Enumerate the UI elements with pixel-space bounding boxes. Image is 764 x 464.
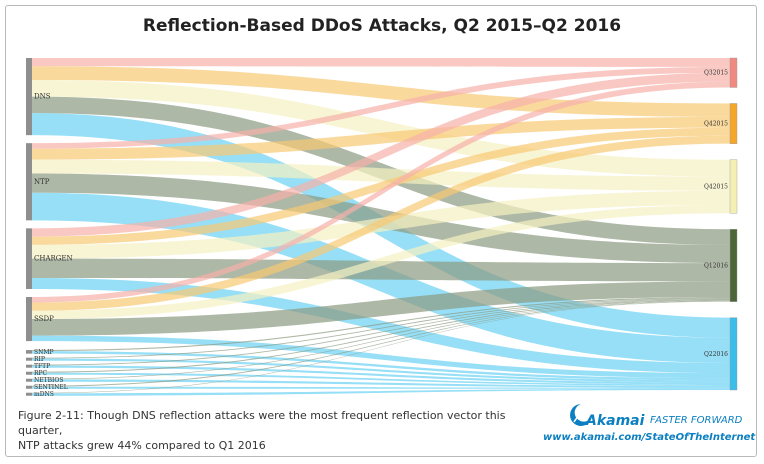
target-node-q2015_4[interactable] — [729, 159, 738, 214]
target-node-q4[interactable] — [729, 103, 738, 144]
flow-snmp-q1[interactable] — [32, 296, 730, 352]
flow-chargen-q3[interactable] — [32, 72, 730, 237]
source-label-rip: RIP — [34, 356, 45, 363]
source-label-snmp: SNMP — [34, 349, 54, 356]
figure-frame — [5, 5, 757, 457]
source-node-ntp[interactable] — [26, 143, 32, 221]
source-node-rip[interactable] — [26, 357, 32, 361]
flow-ssdp-q2015_4[interactable] — [32, 204, 730, 320]
target-node-q3[interactable] — [729, 57, 738, 88]
source-node-chargen[interactable] — [26, 228, 32, 289]
flow-mdns-q2[interactable] — [32, 388, 730, 396]
target-label-q2015_4: Q42015 — [704, 183, 728, 190]
source-label-ntp: NTP — [34, 178, 50, 186]
flow-tftp-q2[interactable] — [32, 365, 730, 385]
source-label-rpc: RPC — [34, 370, 48, 377]
caption-line-1: Figure 2-11: Though DNS reflection attac… — [18, 409, 506, 437]
target-label-q4: Q42015 — [704, 121, 728, 128]
flow-netbios-q2[interactable] — [32, 379, 730, 388]
target-node-q1[interactable] — [729, 229, 738, 302]
source-nodes: DNS NTP CHARGEN SSDP SNMPRIPTFTPRPCNETBIOSSE… — [26, 58, 73, 398]
flow-rpc-q1[interactable] — [32, 299, 730, 373]
caption-line-2: NTP attacks grew 44% compared to Q1 2016 — [18, 439, 266, 452]
source-node-dns[interactable] — [26, 58, 32, 136]
flow-chargen-q4[interactable] — [32, 127, 730, 245]
flow-rip-q2[interactable] — [32, 358, 730, 383]
flow-ntp-q2015_4[interactable] — [32, 159, 730, 191]
flow-mdns-q1[interactable] — [32, 301, 730, 394]
flow-ssdp-q4[interactable] — [32, 135, 730, 311]
flow-tftp-q1[interactable] — [32, 298, 730, 366]
flow-ntp-q4[interactable] — [32, 116, 730, 160]
source-label-chargen: CHARGEN — [34, 255, 73, 263]
source-label-netbios: NETBIOS — [34, 377, 63, 384]
flow-sentinel-q2[interactable] — [32, 386, 730, 389]
flow-rpc-q2[interactable] — [32, 372, 730, 386]
figure-caption: Figure 2-11: Though DNS reflection attac… — [18, 408, 538, 453]
source-node-netbios[interactable] — [26, 378, 32, 382]
source-node-mdns[interactable] — [26, 392, 32, 396]
brand-url[interactable]: www.akamai.com/StateOfTheInternet — [543, 432, 756, 443]
target-label-q3: Q32015 — [704, 70, 728, 77]
source-label-dns: DNS — [34, 93, 51, 101]
target-label-q2: Q22016 — [704, 351, 728, 358]
source-label-mdns: mDNS — [34, 391, 54, 398]
flow-snmp-q2[interactable] — [32, 351, 730, 381]
source-label-ssdp: SSDP — [34, 315, 54, 323]
source-node-rpc[interactable] — [26, 371, 32, 375]
flow-ssdp-q2[interactable] — [32, 335, 730, 379]
source-node-sentinel[interactable] — [26, 385, 32, 389]
flow-netbios-q1[interactable] — [32, 300, 730, 380]
target-label-q1: Q12016 — [704, 262, 728, 269]
flow-ntp-q3[interactable] — [32, 66, 730, 149]
flow-dns-q4[interactable] — [32, 66, 730, 117]
source-node-ssdp[interactable] — [26, 296, 32, 342]
sankey-diagram: DNS NTP CHARGEN SSDP SNMPRIPTFTPRPCNETBIOSSE… — [26, 57, 738, 398]
akamai-logo: Akamai FASTER FORWARD — [568, 402, 742, 429]
flow-dns-q3[interactable] — [32, 58, 730, 67]
flow-ssdp-q3[interactable] — [32, 81, 730, 303]
flow-links — [32, 58, 730, 396]
flow-ssdp-q1[interactable] — [32, 281, 730, 336]
flow-sentinel-q1[interactable] — [32, 300, 730, 387]
source-label-sentinel: SENTINEL — [34, 384, 68, 391]
target-nodes: Q32015 Q42015 Q42015 Q12016 Q22016 — [704, 57, 738, 391]
target-node-q2[interactable] — [729, 317, 738, 391]
chart-title: Reflection-Based DDoS Attacks, Q2 2015–Q… — [142, 16, 622, 36]
source-label-tftp: TFTP — [34, 363, 50, 370]
source-node-tftp[interactable] — [26, 364, 32, 368]
flow-dns-q2015_4[interactable] — [32, 80, 730, 177]
flow-rip-q1[interactable] — [32, 297, 730, 359]
source-node-snmp[interactable] — [26, 350, 32, 354]
akamai-swoosh-icon — [570, 404, 592, 426]
brand-name: Akamai — [586, 413, 645, 429]
brand-tagline: FASTER FORWARD — [650, 415, 743, 426]
flow-chargen-q2[interactable] — [32, 277, 730, 374]
